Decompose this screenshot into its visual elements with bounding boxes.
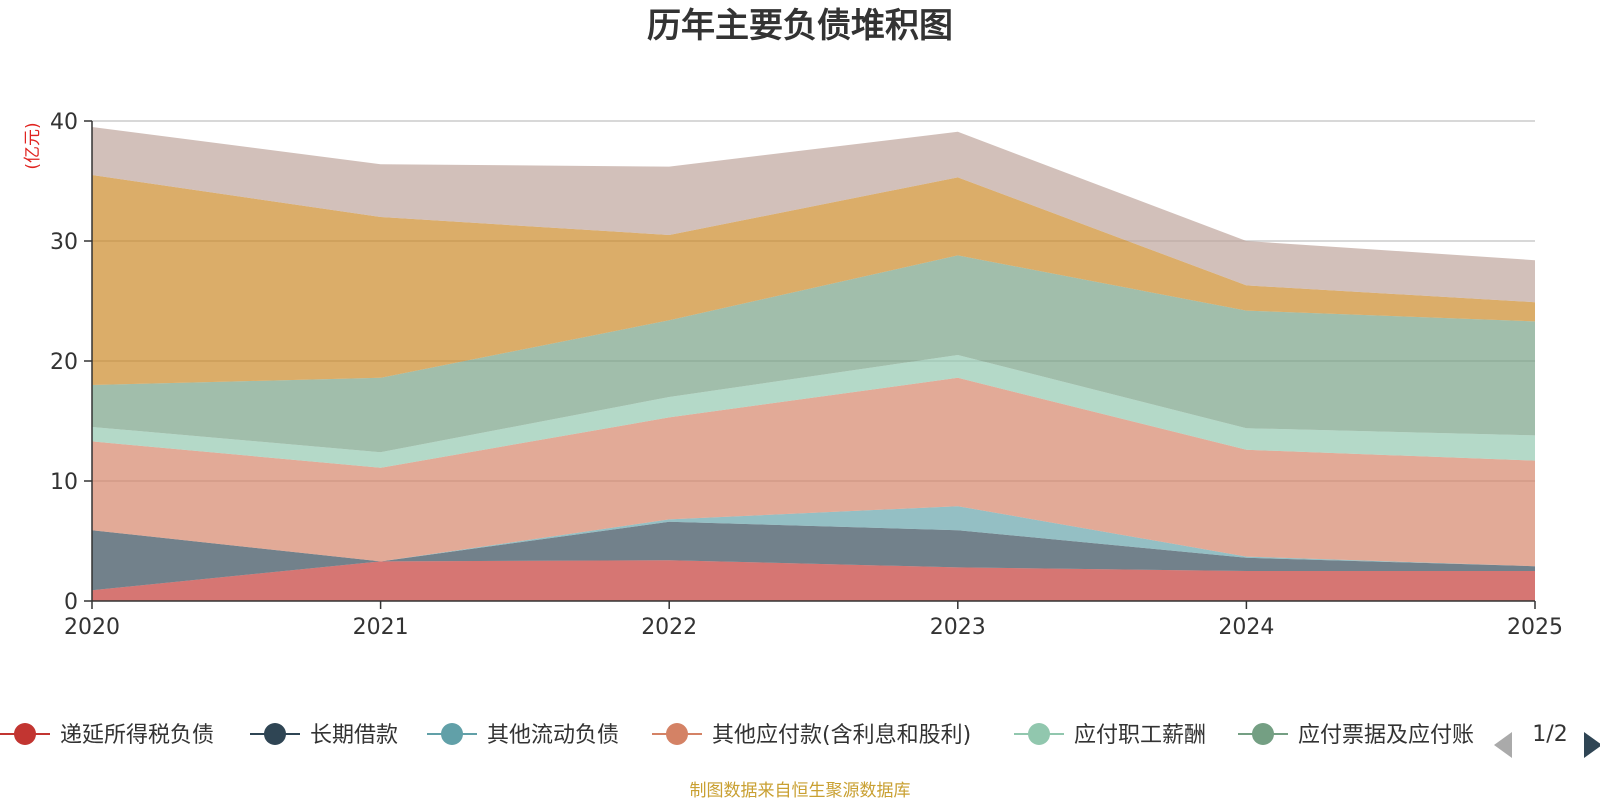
area-series-5[interactable]	[92, 355, 1535, 468]
legend-next-page-icon[interactable]	[1584, 732, 1600, 758]
legend-item[interactable]: 递延所得税负债	[0, 723, 214, 748]
legend-label: 长期借款	[310, 723, 398, 748]
area-series-8[interactable]	[92, 127, 1535, 303]
area-series-2[interactable]	[92, 521, 1535, 591]
y-tick-label: 0	[64, 590, 78, 615]
x-tick-label: 2021	[353, 615, 409, 640]
legend-marker-icon	[1028, 723, 1050, 745]
legend-label: 应付票据及应付账	[1298, 723, 1474, 748]
area-series-4[interactable]	[92, 377, 1535, 567]
legend-item[interactable]: 其他应付款(含利息和股利)	[652, 723, 971, 748]
legend-prev-page-icon[interactable]	[1494, 732, 1512, 758]
x-tick-label: 2022	[641, 615, 697, 640]
legend-label: 递延所得税负债	[60, 723, 214, 748]
area-series-layer	[92, 127, 1535, 601]
legend-item[interactable]: 其他流动负债	[427, 723, 619, 748]
axes: 0 10 20 30 40 2020 2021 2022 2023 2024 2025	[50, 110, 1563, 640]
legend-page-indicator: 1/2	[1532, 722, 1567, 747]
legend-label: 其他应付款(含利息和股利)	[712, 723, 971, 748]
chart-title: 历年主要负债堆积图	[647, 6, 953, 46]
legend-marker-icon	[14, 723, 36, 745]
x-tick-label: 2023	[930, 615, 986, 640]
area-series-1[interactable]	[92, 560, 1535, 601]
x-tick-label: 2025	[1507, 615, 1563, 640]
y-tick-label: 10	[50, 470, 78, 495]
area-series-6[interactable]	[92, 255, 1535, 453]
legend-marker-icon	[264, 723, 286, 745]
legend-item[interactable]: 长期借款	[250, 723, 398, 748]
legend-marker-icon	[666, 723, 688, 745]
data-source-note: 制图数据来自恒生聚源数据库	[690, 781, 911, 800]
legend-label: 应付职工薪酬	[1074, 723, 1206, 748]
legend-item[interactable]: 应付职工薪酬	[1014, 723, 1206, 748]
area-series-7[interactable]	[92, 175, 1535, 385]
y-tick-label: 20	[50, 350, 78, 375]
legend: 递延所得税负债 长期借款 其他流动负债 其他应付款(含利息和股利) 应付职工薪酬 应付票据…	[0, 723, 1474, 748]
y-tick-label: 40	[50, 110, 78, 135]
legend-label: 其他流动负债	[487, 723, 619, 748]
legend-marker-icon	[441, 723, 463, 745]
x-tick-label: 2024	[1218, 615, 1274, 640]
legend-item[interactable]: 应付票据及应付账	[1238, 723, 1474, 748]
legend-marker-icon	[1252, 723, 1274, 745]
y-axis-unit: (亿元)	[23, 122, 43, 169]
y-tick-label: 30	[50, 230, 78, 255]
x-tick-label: 2020	[64, 615, 120, 640]
area-series-3[interactable]	[92, 506, 1535, 567]
